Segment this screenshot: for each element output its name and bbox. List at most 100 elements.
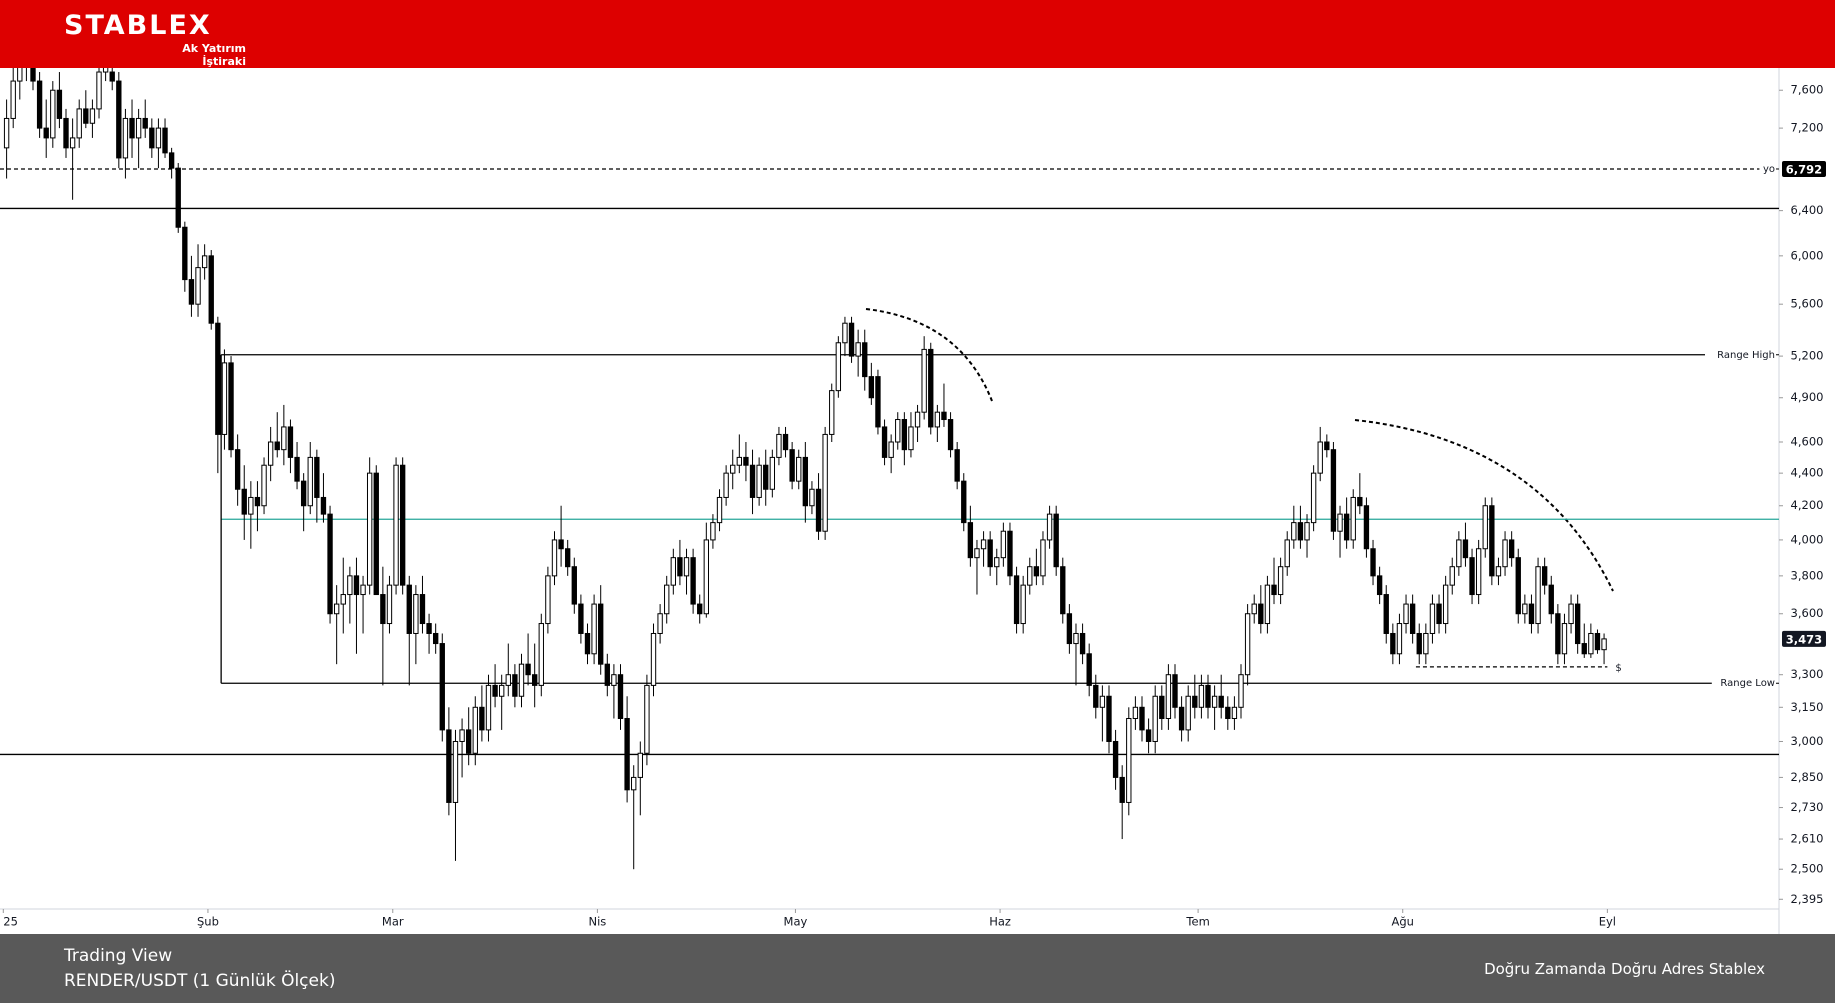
candle-body xyxy=(584,632,591,655)
candle-body xyxy=(1469,557,1475,596)
level-label: $ xyxy=(1615,663,1621,674)
candle-body xyxy=(1079,632,1086,655)
x-tick-label: Ağu xyxy=(1392,915,1414,929)
y-tick-label: 4,600 xyxy=(1791,435,1824,449)
price-tag xyxy=(1782,160,1826,177)
candle-body xyxy=(1066,613,1073,645)
candle-body xyxy=(300,480,307,507)
candle-body xyxy=(901,419,908,451)
arc-annotation xyxy=(1354,419,1614,592)
level-label: Range Low xyxy=(1720,678,1775,689)
candle-body xyxy=(637,752,643,778)
candle-body xyxy=(393,464,399,586)
candle-body xyxy=(102,68,109,73)
candle-body xyxy=(1436,603,1442,625)
logo: STABLEX xyxy=(64,10,212,41)
candle-body xyxy=(380,594,386,625)
last-price-label: 3,473 xyxy=(1786,632,1822,646)
candle-body xyxy=(954,449,960,482)
candle-body xyxy=(1588,632,1594,655)
candle-body xyxy=(294,456,300,482)
candle-body xyxy=(1535,566,1541,625)
candle-body xyxy=(1324,441,1330,451)
arc-annotation xyxy=(865,308,993,402)
candle-body xyxy=(1139,706,1145,731)
candle-body xyxy=(149,127,155,149)
candle-body xyxy=(1508,539,1515,559)
candle-body xyxy=(1165,674,1172,720)
candle-body xyxy=(723,472,729,498)
candle-body xyxy=(697,603,703,615)
candle-body xyxy=(1238,674,1244,708)
footer-slogan: Doğru Zamanda Doğru Adres Stablex xyxy=(1484,960,1765,978)
y-tick-label: 4,400 xyxy=(1791,466,1824,480)
candle-body xyxy=(848,322,855,357)
candle-body xyxy=(327,513,333,615)
candle-body xyxy=(1601,638,1607,651)
chart: 7,600 7,200 6,400 6,000 5,600 5,200 4,900 4,600… xyxy=(0,68,1826,934)
candle-body xyxy=(1073,632,1079,645)
y-tick-label: 2,395 xyxy=(1791,892,1824,906)
level-label: Range High xyxy=(1717,350,1775,361)
candle-body xyxy=(446,729,452,803)
candle-body xyxy=(333,603,340,615)
footer-source: Trading View xyxy=(64,946,173,966)
candle-body xyxy=(215,322,221,435)
x-tick-label: Tem xyxy=(1185,915,1209,929)
candle-body xyxy=(406,584,412,634)
header: STABLEX Ak Yatırım İştiraki xyxy=(0,0,1835,68)
candle-body xyxy=(248,496,254,515)
candle-body xyxy=(947,419,954,451)
y-tick-label: 4,000 xyxy=(1791,532,1824,546)
candle-body xyxy=(439,643,445,731)
candle-body xyxy=(228,362,234,451)
candle-body xyxy=(1403,603,1409,625)
candle-body xyxy=(1449,566,1455,586)
candle-body xyxy=(287,426,294,458)
candle-body xyxy=(320,496,327,515)
candle-body xyxy=(314,456,320,498)
candle-body xyxy=(413,594,419,634)
candle-body xyxy=(1013,575,1020,625)
candle-body xyxy=(1581,643,1587,655)
y-tick-label: 7,200 xyxy=(1791,121,1824,135)
candle-body xyxy=(254,496,261,507)
candle-body xyxy=(1423,632,1429,655)
candle-body xyxy=(617,674,624,720)
candle-body xyxy=(1522,603,1528,615)
candle-body xyxy=(1271,584,1277,596)
candle-body xyxy=(1416,632,1422,655)
candle-body xyxy=(419,594,426,625)
candle-body xyxy=(1343,513,1350,541)
candle-body xyxy=(578,603,584,634)
candle-body xyxy=(1396,623,1403,655)
candle-body xyxy=(56,89,63,119)
candle-body xyxy=(89,108,96,124)
candle-body xyxy=(142,117,148,129)
candle-body xyxy=(162,127,168,154)
candle-body xyxy=(670,557,676,586)
candle-body xyxy=(1330,449,1337,532)
candle-body xyxy=(888,441,894,458)
candle-body xyxy=(1225,706,1231,720)
candle-body xyxy=(631,776,637,791)
candle-body xyxy=(591,603,597,655)
candle-body xyxy=(452,740,459,803)
candle-body xyxy=(1376,575,1383,596)
candle-body xyxy=(1132,706,1139,720)
candle-body xyxy=(974,548,980,559)
candle-body xyxy=(518,663,525,697)
candle-body xyxy=(373,472,379,596)
candle-body xyxy=(221,362,228,435)
y-tick-label: 3,600 xyxy=(1791,606,1824,620)
candle-body xyxy=(1231,706,1238,720)
y-tick-label: 6,400 xyxy=(1791,203,1824,217)
candle-body xyxy=(1106,695,1112,742)
candle-body xyxy=(1561,623,1568,655)
y-tick-label: 5,600 xyxy=(1791,297,1824,311)
candle-body xyxy=(1528,603,1535,625)
candle-body xyxy=(683,557,690,577)
candle-body xyxy=(1027,566,1033,586)
candle-body xyxy=(1350,496,1356,541)
